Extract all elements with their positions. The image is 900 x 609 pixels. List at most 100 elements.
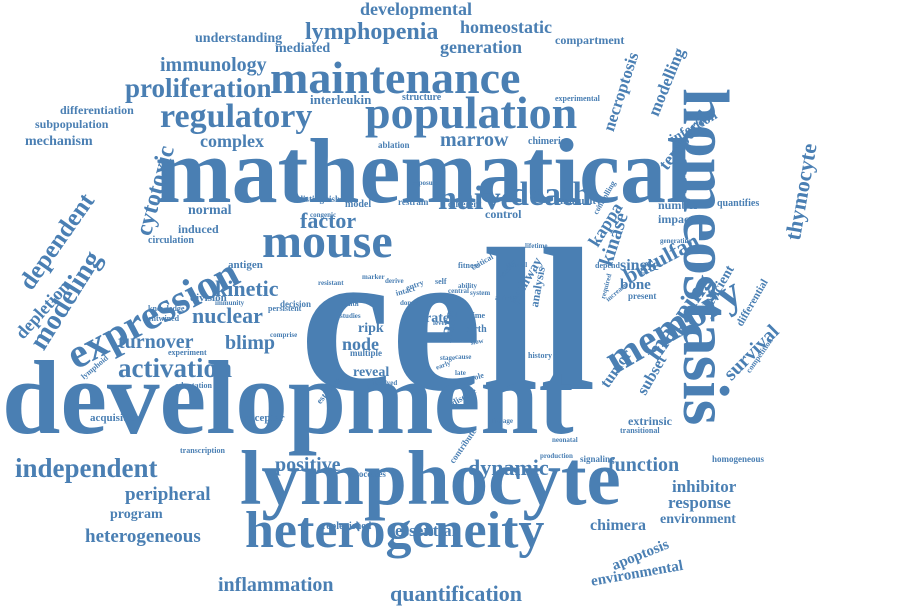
cloud-word: mediated (275, 41, 331, 56)
cloud-word: resistant (318, 279, 344, 287)
cloud-word: lymphocyte (240, 435, 621, 521)
cloud-word: exposure (412, 179, 439, 187)
cloud-word: regulatory (160, 98, 313, 135)
cloud-word: neonatal (552, 436, 578, 444)
cloud-word: quantifies (717, 198, 760, 209)
cloud-word: natural (505, 261, 528, 269)
cloud-word: factor (300, 208, 357, 233)
cloud-word: subpopulation (35, 117, 109, 131)
cloud-word: cell (300, 207, 596, 434)
cloud-word: late (455, 369, 466, 377)
cloud-word: nuclear (192, 303, 263, 328)
cloud-word: model (345, 199, 372, 210)
cloud-word: positive (275, 454, 341, 476)
cloud-word: knowledge (148, 304, 185, 313)
cloud-word: control (485, 207, 522, 221)
cloud-word: kinetic (215, 276, 279, 301)
cloud-word: reveal (353, 365, 390, 380)
cloud-word: chimeric (528, 136, 566, 147)
cloud-word: thymocyte (780, 141, 822, 242)
cloud-word: central (448, 287, 469, 295)
cloud-word: marrow (440, 129, 509, 151)
cloud-word: homogeneous (712, 454, 765, 464)
cloud-word: population (365, 87, 578, 138)
cloud-word: quantification (390, 581, 523, 606)
cloud-word: cause (455, 353, 472, 361)
cloud-word: ability (458, 282, 478, 290)
cloud-word: acquisition (90, 412, 142, 424)
cloud-word: developmental (360, 0, 472, 19)
cloud-word: turnover (118, 331, 194, 353)
cloud-word: division (190, 292, 227, 304)
cloud-word: antigen (228, 259, 263, 271)
cloud-word: replenished (322, 521, 372, 532)
cloud-word: heterogeneous (85, 526, 201, 547)
cloud-word: immunity (215, 299, 245, 307)
cloud-word: time (470, 311, 486, 320)
cloud-word: peripheral (125, 484, 211, 505)
cloud-word: history (528, 351, 552, 360)
cloud-word: compartment (555, 33, 625, 47)
cloud-word: structure (402, 92, 442, 103)
cloud-word: response (668, 493, 731, 512)
cloud-word: understanding (195, 31, 283, 46)
cloud-word: donor (400, 299, 418, 307)
cloud-word: program (110, 507, 163, 522)
cloud-word: homeostatic (460, 17, 552, 37)
cloud-word: decision (280, 299, 312, 309)
cloud-word: distinguish (298, 194, 341, 204)
cloud-word: multiple (350, 348, 383, 358)
cloud-word: receptor (245, 412, 285, 424)
cloud-word: complex (200, 131, 264, 151)
cloud-word: impact (658, 212, 694, 226)
cloud-word: activation (118, 353, 232, 383)
cloud-word: level (433, 319, 447, 327)
cloud-word: lymphopenia (305, 19, 439, 45)
cloud-word: mouse (262, 215, 393, 268)
cloud-word: present (628, 291, 657, 301)
cloud-word: chimera (590, 517, 646, 534)
cloud-word: immunology (160, 54, 267, 76)
cloud-word: respond (345, 295, 373, 304)
cloud-word: blimp (225, 332, 276, 354)
cloud-word: maturity (560, 195, 602, 207)
cloud-word: restrain (398, 197, 429, 207)
cloud-word: comprise (270, 331, 298, 339)
cloud-word: lifetime (525, 242, 548, 250)
cloud-word: extrinsic (628, 414, 672, 428)
cloud-word: environment (660, 512, 736, 527)
cloud-word: maintenance (270, 52, 521, 103)
cloud-word: normal (188, 203, 232, 218)
cloud-word: different (448, 199, 482, 209)
cloud-word: development (2, 339, 574, 456)
cloud-word: inflammation (218, 574, 334, 596)
cloud-word: signaling (580, 454, 615, 464)
cloud-word: node (342, 334, 380, 354)
cloud-word: fitness (458, 261, 480, 270)
cloud-word: experiment (168, 348, 207, 357)
cloud-word: single (620, 257, 660, 274)
cloud-word: adaptation (175, 381, 212, 390)
cloud-word: involved (372, 379, 398, 387)
cloud-word: persistent (268, 304, 302, 313)
cloud-word: generating (660, 237, 692, 245)
cloud-word: marker (362, 273, 385, 281)
cloud-word: processes (350, 469, 386, 479)
cloud-word: congenic (310, 211, 337, 219)
cloud-word: heterogeneity (245, 502, 545, 559)
cloud-word: number (658, 198, 699, 212)
cloud-word: depend (595, 261, 620, 270)
cloud-word: bone (620, 277, 651, 293)
cloud-word: self (435, 277, 447, 286)
cloud-word: proliferation (125, 73, 272, 103)
cloud-word: activity (495, 294, 518, 302)
cloud-word: experimental (555, 94, 600, 103)
cloud-word: studies (340, 312, 361, 320)
cloud-word: essential (395, 521, 457, 540)
cloud-word: function (608, 454, 680, 476)
cloud-word: transcription (180, 446, 225, 455)
cloud-word: dynamic (468, 455, 549, 480)
cloud-word: induced (178, 222, 219, 236)
cloud-word: inhibitor (672, 477, 737, 496)
